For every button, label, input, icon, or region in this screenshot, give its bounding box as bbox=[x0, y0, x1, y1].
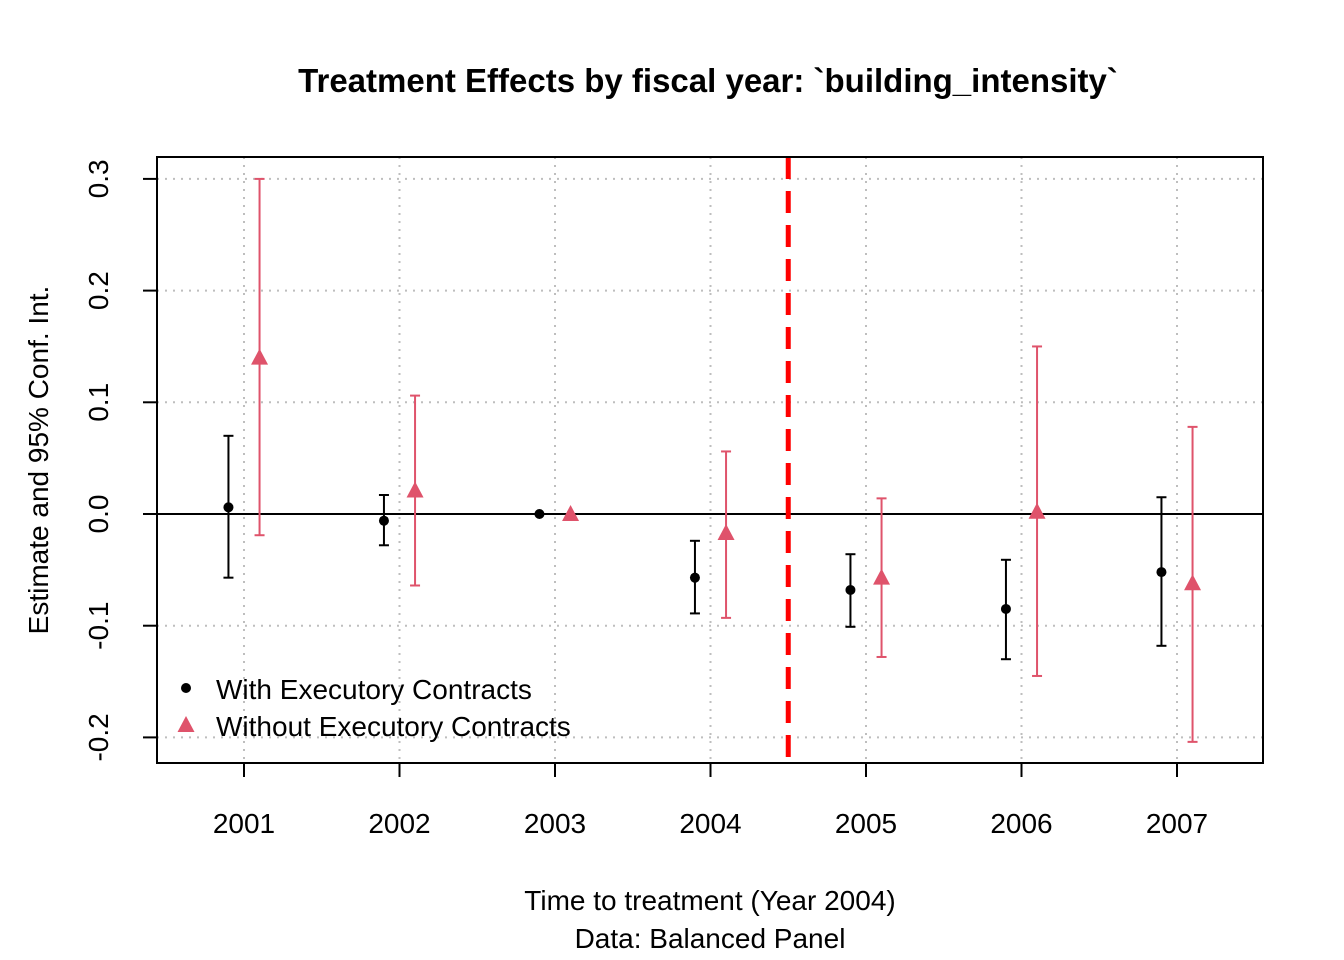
legend-marker-circle bbox=[181, 683, 191, 693]
x-tick-label: 2002 bbox=[368, 808, 430, 839]
data-point-triangle bbox=[717, 523, 735, 540]
x-tick-label: 2001 bbox=[213, 808, 275, 839]
y-tick-label: 0.0 bbox=[83, 495, 114, 534]
x-axis-label: Time to treatment (Year 2004) bbox=[524, 885, 895, 916]
x-tick-label: 2006 bbox=[990, 808, 1052, 839]
y-tick-label: 0.3 bbox=[83, 159, 114, 198]
data-point-triangle bbox=[562, 505, 580, 521]
x-tick-label: 2004 bbox=[679, 808, 741, 839]
legend-label: Without Executory Contracts bbox=[216, 711, 571, 742]
chart-subtitle: Data: Balanced Panel bbox=[575, 923, 846, 954]
data-point-circle bbox=[845, 584, 856, 595]
data-point-triangle bbox=[1028, 502, 1046, 519]
y-tick-label: 0.1 bbox=[83, 383, 114, 422]
y-tick-label: -0.1 bbox=[83, 602, 114, 650]
plot-frame bbox=[156, 156, 1264, 764]
x-tick-label: 2003 bbox=[524, 808, 586, 839]
data-point-circle bbox=[223, 502, 234, 513]
data-point-circle bbox=[1156, 567, 1167, 578]
chart-title: Treatment Effects by fiscal year: `build… bbox=[298, 62, 1118, 99]
y-axis-label: Estimate and 95% Conf. Int. bbox=[23, 286, 54, 635]
data-point-circle bbox=[1000, 603, 1011, 614]
x-tick-label: 2007 bbox=[1146, 808, 1208, 839]
data-point-circle bbox=[689, 572, 700, 583]
y-tick-label: 0.2 bbox=[83, 271, 114, 310]
data-point-triangle bbox=[873, 568, 891, 585]
data-point-circle bbox=[534, 509, 545, 519]
legend-label: With Executory Contracts bbox=[216, 674, 532, 705]
legend-marker-triangle bbox=[177, 716, 195, 732]
data-point-triangle bbox=[406, 481, 424, 498]
x-tick-label: 2005 bbox=[835, 808, 897, 839]
plot-area: 2001 2002 2003 2004 2005 2006 2007 -0.2 -0.1 0.0 0… bbox=[83, 156, 1264, 839]
y-tick-label: -0.2 bbox=[83, 713, 114, 761]
data-point-triangle bbox=[1184, 574, 1202, 591]
data-point-circle bbox=[378, 515, 389, 526]
data-point-triangle bbox=[251, 348, 269, 365]
